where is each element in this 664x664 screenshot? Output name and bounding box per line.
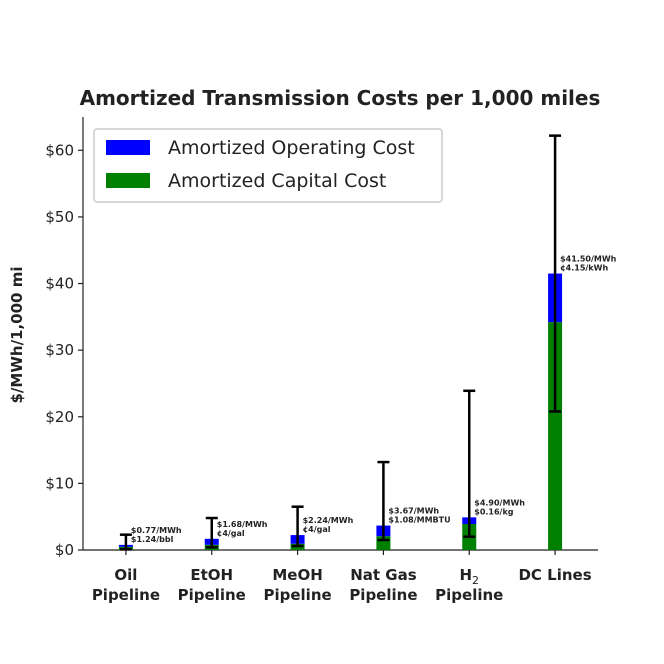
y-tick-label: $20 bbox=[45, 408, 74, 426]
y-tick-label: $50 bbox=[45, 208, 74, 226]
x-tick-label-line2: Pipeline bbox=[263, 586, 331, 604]
x-tick-label-line2: Pipeline bbox=[435, 586, 503, 604]
annotation-mwh: $3.67/MWh bbox=[388, 507, 439, 516]
annotation-unit: $1.24/bbl bbox=[131, 535, 174, 544]
x-tick-label: H2 bbox=[459, 566, 479, 587]
legend-swatch bbox=[106, 140, 150, 155]
y-tick-label: $40 bbox=[45, 275, 74, 293]
annotation-mwh: $0.77/MWh bbox=[131, 526, 182, 535]
x-tick-label: EtOH bbox=[190, 566, 233, 584]
x-tick-subscript: 2 bbox=[472, 574, 479, 587]
annotation-unit: $1.08/MMBTU bbox=[388, 516, 450, 525]
annotations: $0.77/MWh$1.24/bbl$1.68/MWh¢4/gal$2.24/M… bbox=[131, 255, 617, 544]
x-tick-label-line2: Pipeline bbox=[178, 586, 246, 604]
y-tick-label: $0 bbox=[55, 541, 74, 559]
x-tick-label: Oil bbox=[114, 566, 137, 584]
x-tick-label-line2: Pipeline bbox=[92, 586, 160, 604]
x-tick-label: DC Lines bbox=[518, 566, 591, 584]
legend: Amortized Operating Cost Amortized Capita… bbox=[93, 128, 443, 203]
annotation-unit: $0.16/kg bbox=[474, 507, 514, 516]
bar-capital-cost bbox=[548, 322, 563, 550]
x-tick-label: MeOH bbox=[272, 566, 322, 584]
annotation-mwh: $41.50/MWh bbox=[560, 255, 617, 264]
error-bars bbox=[119, 134, 562, 551]
annotation-mwh: $2.24/MWh bbox=[303, 516, 354, 525]
legend-swatch bbox=[106, 173, 150, 188]
annotation-unit: ¢4/gal bbox=[303, 525, 331, 534]
annotation-unit: ¢4.15/kWh bbox=[560, 264, 608, 273]
x-tick-label-line2: Pipeline bbox=[349, 586, 417, 604]
annotation-mwh: $1.68/MWh bbox=[217, 520, 268, 529]
x-tick-label: Nat Gas bbox=[350, 566, 417, 584]
y-tick-label: $10 bbox=[45, 474, 74, 492]
y-tick-label: $30 bbox=[45, 341, 74, 359]
legend-label: Amortized Operating Cost bbox=[168, 137, 415, 159]
legend-label: Amortized Capital Cost bbox=[168, 170, 386, 192]
annotation-mwh: $4.90/MWh bbox=[474, 498, 525, 507]
y-axis-label: $/MWh/1,000 mi bbox=[8, 267, 26, 404]
chart-title: Amortized Transmission Costs per 1,000 m… bbox=[80, 86, 601, 110]
axes: $0 $10 $20 $30 $40 $50 $60 Oil Pipeline EtOH Pipel… bbox=[45, 117, 598, 604]
y-tick-label: $60 bbox=[45, 141, 74, 159]
legend-box bbox=[93, 128, 443, 203]
annotation-unit: ¢4/gal bbox=[217, 529, 245, 538]
